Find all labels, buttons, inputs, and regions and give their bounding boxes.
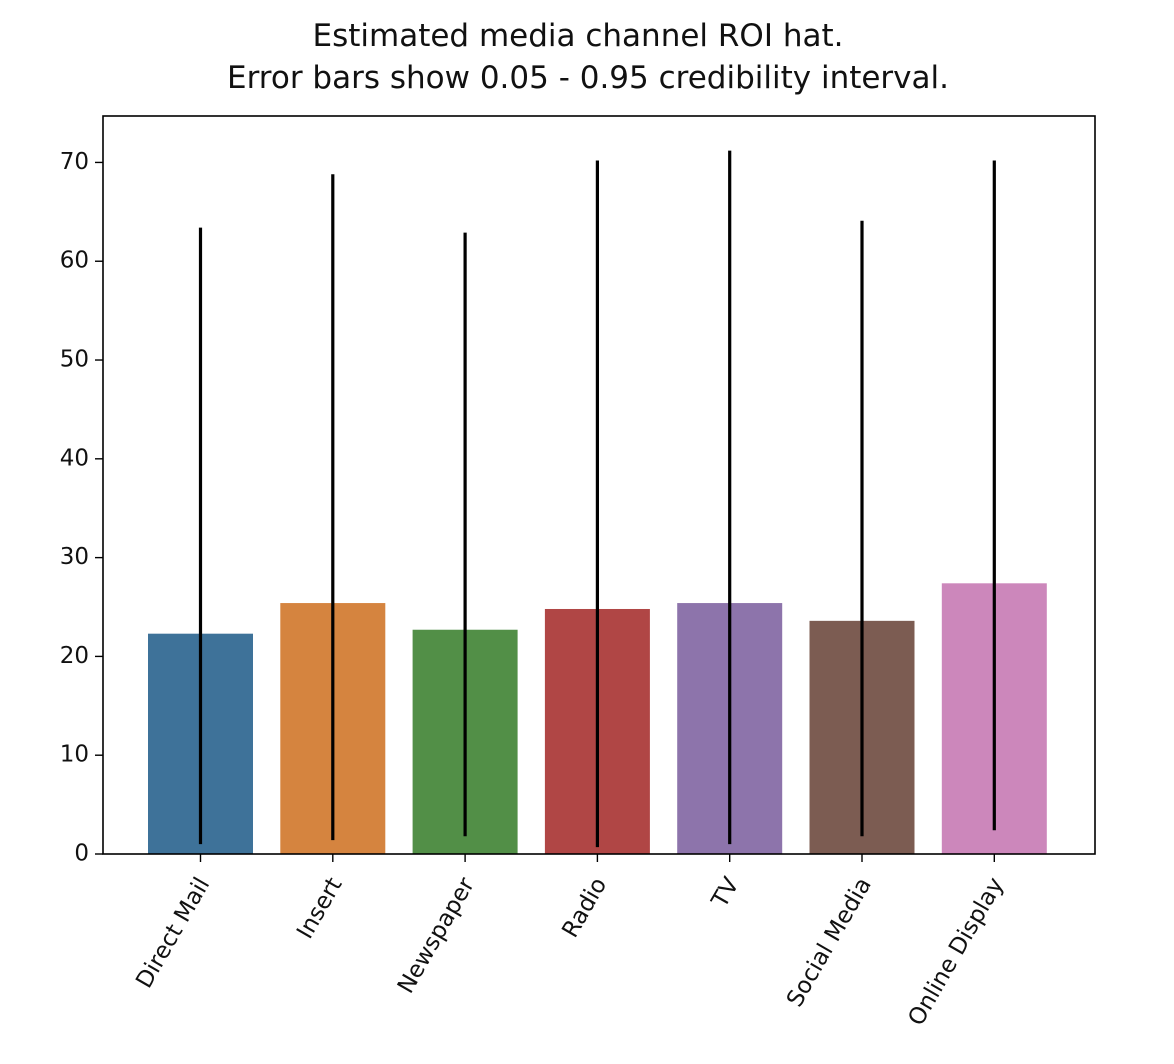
y-tick-label: 40 <box>60 445 89 471</box>
x-tick-label: Social Media <box>782 873 877 1011</box>
x-axis: Direct Mail Insert Newspaper Radio TV Social … <box>131 854 1009 1030</box>
y-tick-label: 10 <box>60 742 89 768</box>
error-bars-layer <box>198 150 996 848</box>
y-tick-label: 0 <box>74 841 89 867</box>
y-tick-label: 70 <box>60 149 89 175</box>
chart-title: Estimated media channel ROI hat. <box>313 18 844 54</box>
x-tick-label: TV <box>707 873 745 913</box>
chart-subtitle: Error bars show 0.05 - 0.95 credibility … <box>227 60 949 96</box>
y-tick-label: 60 <box>60 248 89 274</box>
x-tick-label: Insert <box>292 873 348 943</box>
plot-frame <box>102 115 1096 855</box>
x-tick-label: Newspaper <box>393 873 480 998</box>
y-tick-label: 20 <box>60 643 89 669</box>
x-tick-label: Radio <box>557 873 612 942</box>
y-tick-label: 30 <box>60 544 89 570</box>
x-tick-label: Online Display <box>903 873 1009 1030</box>
y-axis: 0 10 20 30 40 50 60 70 <box>60 149 103 867</box>
y-tick-label: 50 <box>60 347 89 373</box>
x-tick-label: Direct Mail <box>131 873 215 992</box>
